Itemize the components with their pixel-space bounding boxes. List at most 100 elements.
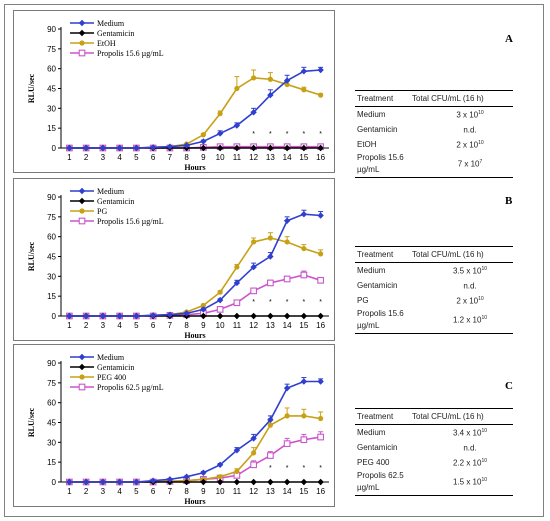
cfu-value: n.d. [463,281,477,291]
x-tick-label: 13 [266,153,275,162]
series-line [69,213,321,317]
significance-mark: * [286,465,289,472]
data-point [317,478,324,486]
treatment-name: EtOH [357,139,377,149]
cfu-value: 1.5 x 1010 [452,477,488,487]
data-point [217,289,223,295]
data-point [317,144,324,152]
cfu-value: 3.5 x 1010 [452,265,488,276]
y-tick-label: 30 [47,272,56,281]
data-point [300,68,308,75]
data-point [300,210,308,218]
legend-label: Medium [97,187,125,196]
x-tick-label: 3 [101,321,106,330]
data-point [267,253,274,260]
significance-mark: * [269,299,272,306]
data-point [251,239,257,245]
legend-marker [79,374,85,380]
x-tick-label: 7 [168,321,173,330]
x-tick-label: 9 [201,487,206,496]
data-point [116,312,123,320]
y-tick-label: 15 [47,458,56,467]
significance-mark: * [252,131,255,138]
data-point [318,415,324,422]
data-point [283,275,291,283]
treatment-name: Propolis 62.5 µg/mL [357,471,404,492]
data-point [66,478,73,486]
x-tick-label: 11 [233,153,242,162]
x-tick-label: 8 [184,321,189,330]
table-row: Gentamicin n.d. [355,122,513,137]
cfu-value: 2.2 x 1010 [452,457,488,468]
data-point [300,271,308,279]
x-tick-label: 1 [67,153,72,162]
series-line [69,69,321,149]
x-axis-label: Hours [184,497,205,506]
x-tick-label: 12 [249,153,258,162]
y-tick-label: 15 [47,124,56,133]
data-point [267,91,274,99]
data-point [216,478,224,486]
y-tick-label: 75 [47,379,56,388]
x-tick-label: 8 [184,487,189,496]
x-tick-label: 2 [84,153,89,162]
x-tick-label: 6 [151,321,156,330]
legend-marker [78,217,86,225]
data-point [216,306,224,313]
data-point [133,144,140,152]
data-point [216,296,224,304]
data-point [200,132,206,138]
table-header: Treatment Total CFU/mL (16 h) [355,90,513,107]
data-point [250,263,257,271]
data-point [251,450,257,456]
cfu-table-a: Treatment Total CFU/mL (16 h) Medium 3 x … [355,90,513,178]
y-tick-label: 0 [52,144,57,153]
legend-marker [78,29,86,37]
data-point [149,312,157,319]
data-point [284,239,290,245]
x-tick-label: 16 [316,153,325,162]
x-tick-label: 1 [67,321,72,330]
x-tick-label: 7 [168,487,173,496]
header-cfu: Total CFU/mL (16 h) [412,412,484,421]
cfu-value: 2 x 1010 [456,139,484,150]
x-tick-label: 1 [67,487,72,496]
data-point [250,312,257,320]
data-point [267,279,274,287]
data-point [283,144,291,152]
x-tick-label: 10 [216,321,225,330]
series-line [69,77,321,149]
x-tick-label: 4 [117,487,122,496]
y-tick-label: 60 [47,399,56,408]
legend-label: Gentamicin [97,197,134,206]
y-tick-label: 45 [47,419,56,428]
cfu-value: 2 x 1010 [456,295,484,306]
x-tick-label: 16 [316,321,325,330]
data-point [82,478,90,486]
x-tick-label: 16 [316,487,325,496]
treatment-name: Propolis 15.6 µg/mL [357,153,404,174]
x-tick-label: 5 [134,153,139,162]
x-tick-label: 14 [283,321,292,330]
y-tick-label: 45 [47,253,56,262]
legend-label: Propolis 15.6 µg/mL [97,217,164,226]
x-tick-label: 14 [283,153,292,162]
legend-marker [79,208,85,214]
table-row: Gentamicin n.d. [355,440,513,455]
y-tick-label: 90 [47,359,56,368]
data-point [82,312,90,320]
cfu-value: 3 x 1010 [456,109,484,120]
legend-label: Medium [97,19,125,28]
data-point [267,422,273,428]
data-point [82,144,90,152]
data-point [267,478,274,486]
table-row: Medium 3 x 1010 [355,107,513,122]
table-bottom-rule [355,494,513,496]
significance-mark: * [286,299,289,306]
data-point [267,144,274,152]
data-point [283,384,291,392]
data-point [283,77,291,84]
chart-panel-b: 0 15 30 45 60 75 90 1 2 3 4 5 6 7 8 9 10 11 12 13 14 15 16 Hour… [13,178,335,341]
data-point [133,312,140,320]
